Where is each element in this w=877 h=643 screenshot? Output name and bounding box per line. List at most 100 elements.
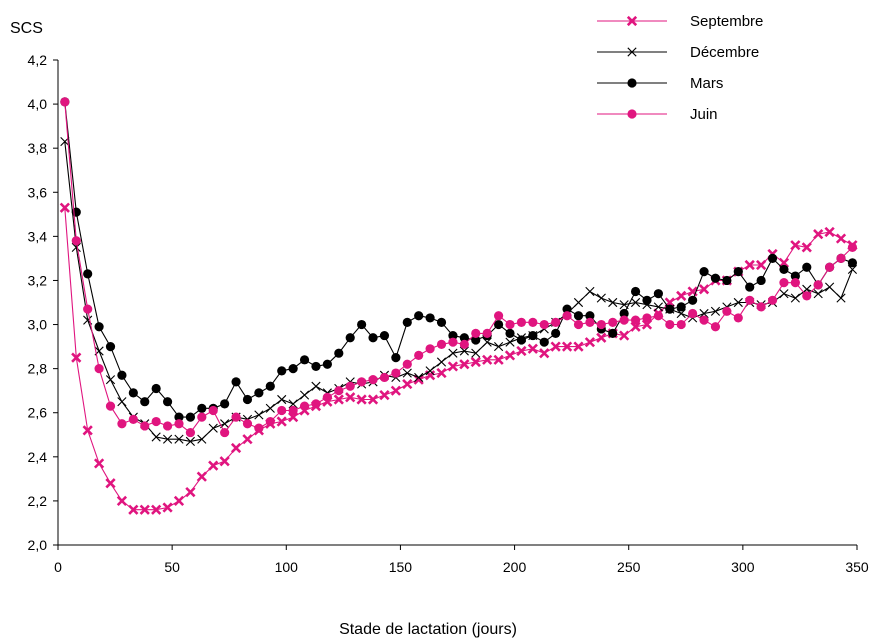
data-point-mars <box>299 355 310 365</box>
data-point-septembre <box>801 242 812 253</box>
data-point-decembre <box>402 368 412 378</box>
data-point-decembre <box>299 390 310 400</box>
data-point-mars <box>368 333 378 343</box>
data-point-juin <box>562 311 572 321</box>
data-point-septembre <box>242 434 253 445</box>
data-point-septembre <box>128 504 139 515</box>
data-point-juin <box>688 308 698 319</box>
data-point-decembre <box>254 410 264 420</box>
series-line-septembre <box>64 207 853 511</box>
data-point-decembre <box>573 297 584 308</box>
data-point-mars <box>105 341 116 352</box>
data-point-decembre <box>288 399 298 409</box>
legend-label: Décembre <box>690 44 759 61</box>
data-point-mars <box>140 397 150 407</box>
data-point-mars <box>608 328 618 338</box>
data-point-juin <box>288 405 298 416</box>
data-point-juin <box>242 419 253 429</box>
data-point-septembre <box>185 486 196 498</box>
data-point-mars <box>265 381 275 391</box>
data-point-decembre <box>197 434 207 444</box>
data-point-decembre <box>653 302 663 312</box>
data-point-decembre <box>482 337 492 347</box>
data-point-mars <box>790 271 800 281</box>
data-point-septembre <box>402 378 413 390</box>
data-point-septembre <box>744 259 755 271</box>
data-point-septembre <box>379 389 390 401</box>
data-point-mars <box>128 388 138 398</box>
data-point-mars <box>459 333 469 343</box>
data-point-septembre <box>93 458 105 469</box>
data-point-septembre <box>619 330 630 341</box>
data-point-decembre <box>676 308 686 319</box>
data-point-mars <box>220 399 230 409</box>
data-point-septembre <box>676 290 687 302</box>
x-tick-label: 350 <box>845 559 869 575</box>
data-point-juin <box>676 319 686 330</box>
data-point-decembre <box>151 432 161 442</box>
data-point-septembre <box>367 394 379 405</box>
y-tick-label: 3,0 <box>28 317 48 333</box>
series-line-decembre <box>64 141 853 442</box>
data-point-juin <box>813 280 823 290</box>
data-point-mars <box>756 275 766 286</box>
legend-marker <box>627 109 637 119</box>
x-tick-label: 50 <box>164 559 180 575</box>
y-tick-label: 2,0 <box>28 537 48 553</box>
series-juin <box>60 97 858 438</box>
data-point-mars <box>425 313 435 323</box>
data-point-mars <box>585 311 595 321</box>
data-point-juin <box>836 253 846 264</box>
data-point-mars <box>151 383 161 394</box>
data-point-mars <box>551 328 561 338</box>
data-point-juin <box>436 339 447 349</box>
data-point-septembre <box>71 352 82 363</box>
data-point-decembre <box>630 297 641 308</box>
data-point-mars <box>562 304 572 314</box>
data-point-decembre <box>71 242 81 252</box>
legend-label: Septembre <box>690 13 763 30</box>
data-point-mars <box>528 330 538 341</box>
data-point-juin <box>779 278 789 288</box>
data-point-juin <box>665 319 675 330</box>
data-point-mars <box>767 253 778 264</box>
data-point-septembre <box>288 412 299 423</box>
data-point-juin <box>733 313 743 323</box>
data-point-septembre <box>790 240 801 251</box>
data-point-mars <box>448 330 458 341</box>
legend-marker <box>627 78 637 88</box>
data-point-septembre <box>482 354 493 365</box>
data-point-juin <box>94 364 104 374</box>
y-tick-label: 3,4 <box>28 228 48 244</box>
data-point-mars <box>185 412 196 422</box>
data-point-decembre <box>265 403 275 413</box>
data-point-septembre <box>493 354 504 365</box>
y-tick-label: 2,8 <box>28 361 48 377</box>
data-point-mars <box>197 403 207 413</box>
x-tick-label: 100 <box>275 559 299 575</box>
data-point-mars <box>174 412 184 422</box>
data-point-septembre <box>573 341 584 352</box>
data-point-septembre <box>105 478 116 489</box>
data-point-mars <box>94 322 104 332</box>
data-point-septembre <box>504 350 516 361</box>
data-point-juin <box>379 372 390 383</box>
data-point-juin <box>345 381 355 391</box>
data-point-septembre <box>436 367 447 379</box>
y-tick-label: 2,4 <box>28 449 48 465</box>
data-point-juin <box>619 315 629 325</box>
data-point-mars <box>802 262 812 272</box>
data-point-juin <box>608 317 618 327</box>
data-point-septembre <box>539 348 550 359</box>
axes: 2,0 2,2 2,4 2,6 2,8 3,0 3,2 3,4 3,6 3,8 4,0 4,2 0 50 1… <box>28 52 869 575</box>
legend-marker <box>626 15 638 27</box>
data-point-mars <box>493 319 504 330</box>
data-point-mars <box>402 317 412 327</box>
data-point-mars <box>505 328 515 338</box>
data-point-septembre <box>219 456 230 467</box>
data-point-juin <box>140 421 150 431</box>
data-point-juin <box>505 319 515 330</box>
data-point-mars <box>710 273 721 283</box>
y-axis-title: SCS <box>10 20 43 37</box>
data-point-mars <box>733 267 743 277</box>
